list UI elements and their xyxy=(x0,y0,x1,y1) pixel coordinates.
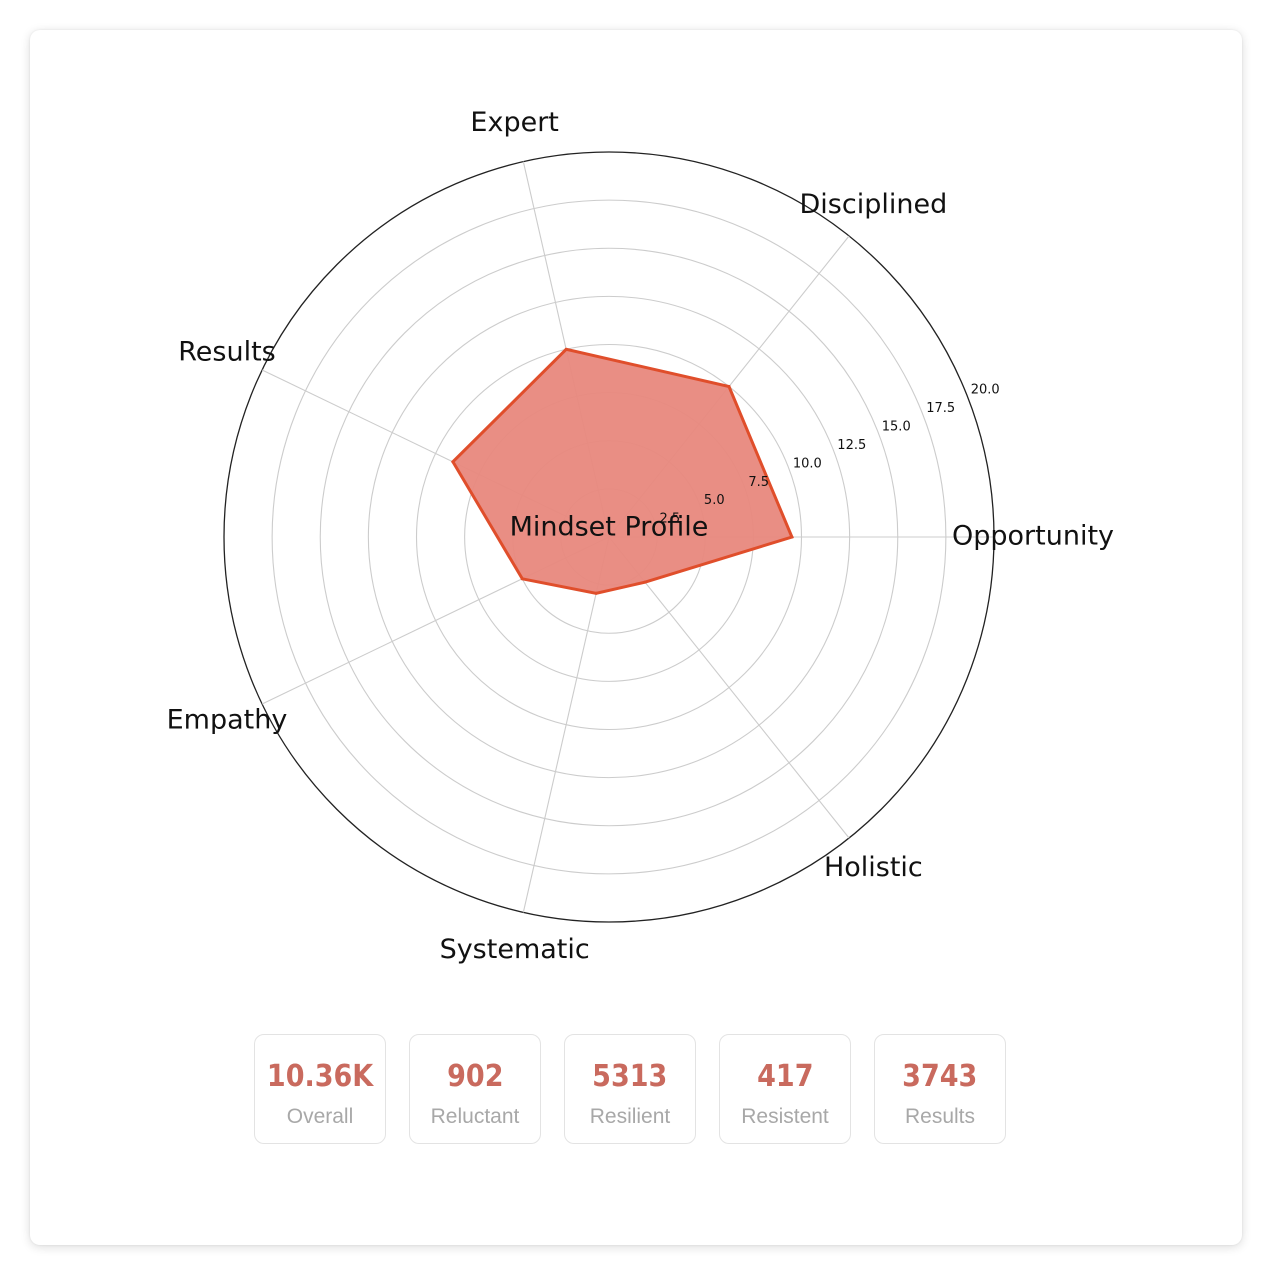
data-point-holistic xyxy=(643,580,647,584)
stat-card-results: 3743 Results xyxy=(874,1034,1006,1144)
data-point-opportunity xyxy=(790,535,794,539)
r-tick-label: 10.0 xyxy=(793,456,822,471)
stat-label: Results xyxy=(904,1105,976,1128)
stat-label: Resistent xyxy=(741,1105,829,1128)
data-point-expert xyxy=(564,347,568,351)
r-tick-label: 5.0 xyxy=(704,493,725,508)
stat-card-resistent: 417 Resistent xyxy=(719,1034,851,1144)
stat-label: Overall xyxy=(286,1105,354,1128)
stat-card-reluctant: 902 Reluctant xyxy=(409,1034,541,1144)
axis-label-holistic: Holistic xyxy=(824,852,923,883)
data-point-empathy xyxy=(520,577,524,581)
stat-label: Resilient xyxy=(589,1105,671,1128)
r-tick-label: 7.5 xyxy=(748,475,769,490)
axis-label-empathy: Empathy xyxy=(167,704,288,735)
stat-value: 902 xyxy=(446,1059,504,1094)
chart-title: Mindset Profile xyxy=(510,512,709,543)
stat-card-overall: 10.36K Overall xyxy=(254,1034,386,1144)
radar-chart: 2.5 5.0 7.5 10.0 12.5 15.0 17.5 20.0 Opportunity… xyxy=(167,107,1114,965)
spoke-line xyxy=(608,536,850,839)
axis-label-systematic: Systematic xyxy=(440,934,590,965)
r-tick-label: 15.0 xyxy=(882,420,911,435)
axis-label-results: Results xyxy=(178,337,276,368)
r-tick-label: 20.0 xyxy=(971,383,1000,398)
stats-row: 10.36K Overall 902 Reluctant 5313 Resili… xyxy=(254,1034,1006,1144)
stat-label: Reluctant xyxy=(430,1105,520,1128)
axis-label-opportunity: Opportunity xyxy=(952,521,1114,552)
r-tick-label: 17.5 xyxy=(926,401,955,416)
spoke-line xyxy=(522,536,610,913)
stat-value: 417 xyxy=(756,1059,814,1094)
series-polygon xyxy=(451,347,794,595)
stat-value: 3743 xyxy=(902,1059,978,1094)
axis-label-disciplined: Disciplined xyxy=(800,189,948,220)
stat-value: 5313 xyxy=(592,1059,668,1094)
label-layer: 2.5 5.0 7.5 10.0 12.5 15.0 17.5 20.0 Opportunity… xyxy=(167,107,1114,965)
data-layer xyxy=(451,347,794,595)
stat-card-resilient: 5313 Resilient xyxy=(564,1034,696,1144)
data-point-disciplined xyxy=(727,384,731,388)
data-point-systematic xyxy=(594,591,598,595)
stat-value: 10.36K xyxy=(266,1059,374,1094)
r-tick-label: 12.5 xyxy=(837,438,866,453)
data-point-results xyxy=(451,460,455,464)
r-tick-label: 2.5 xyxy=(659,512,680,527)
axis-label-expert: Expert xyxy=(470,107,558,138)
